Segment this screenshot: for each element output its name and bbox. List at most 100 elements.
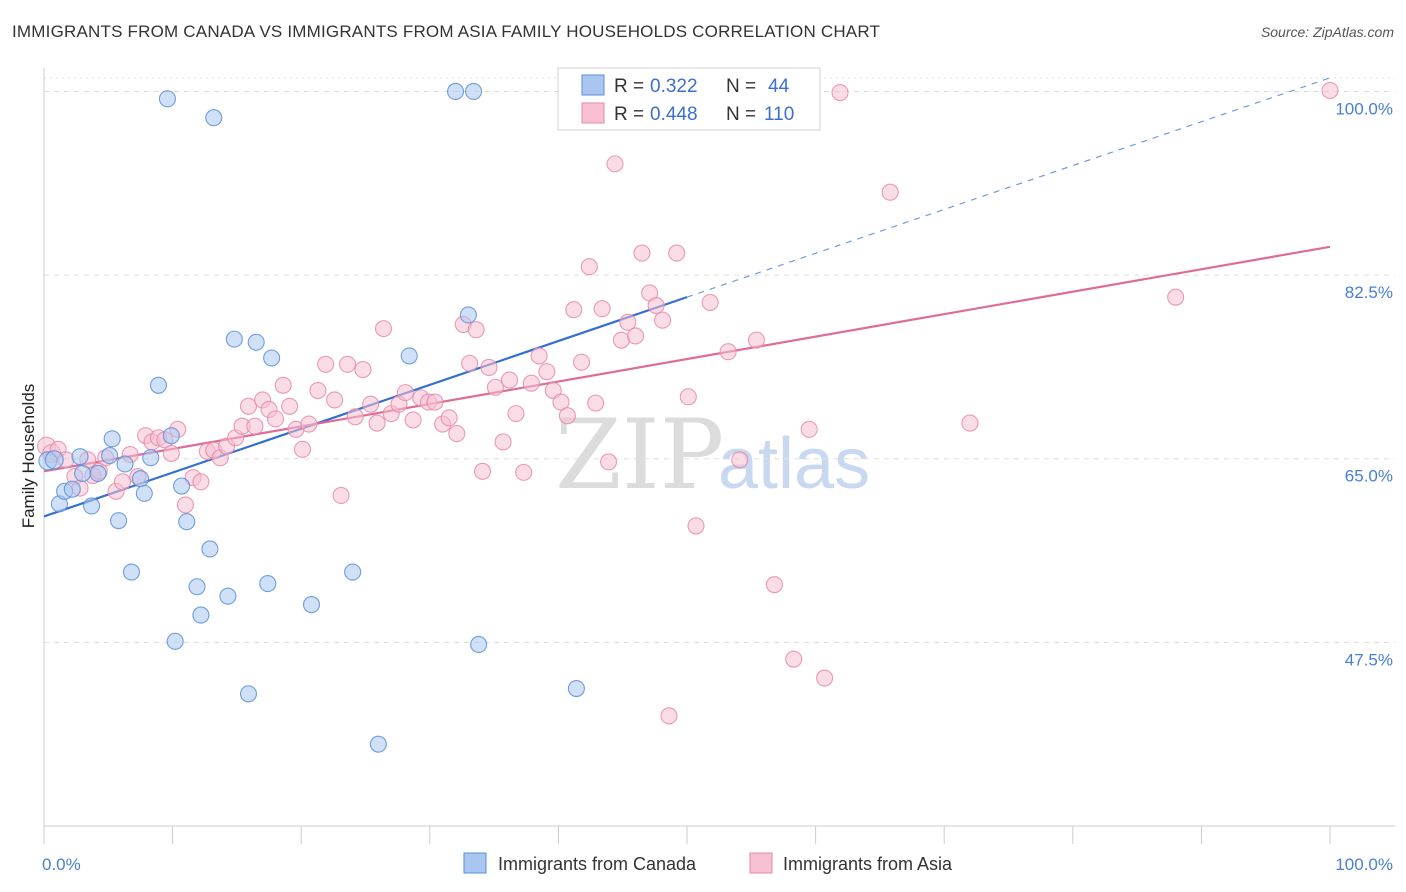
asia-point: [565, 301, 583, 319]
asia-point: [246, 417, 264, 435]
canada-point: [259, 575, 277, 593]
asia-point: [404, 411, 422, 429]
asia-point: [113, 473, 131, 491]
canada-point: [135, 484, 153, 502]
canada-point: [149, 376, 168, 394]
asia-point: [281, 397, 299, 415]
legend-asia-r-value: 0.448: [650, 104, 698, 125]
canada-point: [162, 427, 180, 445]
asia-point: [266, 410, 285, 428]
bottom-legend-canada-label: Immigrants from Canada: [498, 854, 697, 874]
canada-point: [192, 606, 210, 624]
asia-point: [538, 363, 556, 381]
asia-point: [426, 393, 444, 411]
asia-point: [961, 414, 979, 432]
asia-point: [374, 320, 393, 338]
bottom-legend-asia-swatch: [749, 852, 773, 874]
canada-point: [74, 464, 92, 482]
canada-point: [470, 635, 488, 654]
canada-point: [166, 632, 184, 650]
y-tick-label: 82.5%: [1345, 283, 1393, 302]
asia-point: [176, 496, 195, 514]
bottom-legend-asia-label: Immigrants from Asia: [783, 854, 953, 874]
asia-point: [701, 293, 719, 311]
canada-point: [173, 477, 191, 495]
canada-point: [263, 349, 281, 367]
asia-point: [660, 707, 678, 725]
canada-point: [63, 480, 81, 498]
asia-point: [346, 408, 364, 426]
asia-point: [239, 397, 258, 415]
asia-point: [612, 331, 630, 349]
canada-point: [459, 306, 477, 324]
asia-point: [274, 376, 292, 394]
asia-point: [785, 650, 803, 668]
data-points: [37, 81, 1339, 753]
asia-point: [309, 381, 327, 400]
canada-point: [247, 333, 265, 351]
canada-point: [178, 513, 196, 531]
asia-point: [486, 378, 504, 396]
asia-point: [831, 83, 849, 102]
asia-point: [500, 371, 519, 389]
asia-point: [362, 395, 380, 413]
y-axis-title: Family Households: [19, 384, 38, 529]
watermark-zip: ZIP: [555, 399, 724, 511]
bottom-legend-canada-swatch: [463, 852, 487, 874]
asia-point: [467, 321, 485, 339]
legend-canada-n-value: 44: [768, 76, 790, 97]
canada-point: [369, 735, 387, 753]
canada-point: [225, 330, 243, 348]
canada-point: [205, 109, 223, 127]
asia-point: [668, 244, 686, 262]
asia-point: [687, 517, 705, 535]
asia-point: [606, 155, 624, 173]
asia-point: [627, 327, 645, 345]
asia-point: [300, 415, 318, 433]
asia-point: [354, 360, 372, 379]
asia-point: [679, 388, 697, 406]
canada-trend-extension: [686, 77, 1331, 298]
canada-point: [71, 448, 89, 466]
canada-point: [142, 449, 160, 467]
y-tick-label: 65.0%: [1345, 467, 1393, 486]
x-tick-label: 100.0%: [1335, 855, 1393, 874]
bottom-legend: Immigrants from Canada Immigrants from A…: [463, 852, 953, 874]
canada-point: [101, 447, 119, 465]
legend-canada-r-label: R =: [614, 76, 644, 97]
top-legend: R = 0.322 N = 44 R = 0.448 N = 110: [557, 67, 821, 131]
canada-point: [464, 82, 483, 101]
canada-point: [446, 82, 465, 101]
asia-point: [747, 331, 765, 349]
legend-canada-swatch: [581, 74, 605, 96]
asia-point: [558, 407, 576, 425]
asia-point: [507, 405, 525, 423]
asia-point: [522, 374, 540, 392]
asia-point: [440, 409, 458, 427]
asia-point: [461, 354, 479, 372]
tick-labels: 100.0% 82.5% 65.0% 47.5% 0.0% 100.0%: [42, 99, 1393, 874]
asia-point: [731, 451, 749, 469]
asia-point: [619, 313, 637, 331]
asia-point: [633, 244, 651, 262]
asia-point: [480, 358, 498, 376]
legend-asia-r-label: R =: [614, 104, 644, 125]
asia-point: [572, 353, 591, 371]
asia-point: [654, 311, 672, 329]
canada-point: [188, 578, 206, 596]
legend-asia-swatch: [581, 102, 605, 124]
asia-point: [317, 355, 335, 373]
asia-point: [332, 486, 350, 505]
canada-point: [567, 679, 585, 698]
canada-point: [83, 497, 101, 515]
canada-point: [110, 512, 128, 530]
y-tick-label: 100.0%: [1335, 99, 1393, 118]
asia-point: [1321, 81, 1339, 99]
canada-point: [103, 430, 121, 448]
asia-point: [647, 296, 665, 315]
asia-point: [593, 300, 611, 318]
canada-point: [116, 455, 134, 473]
asia-point: [338, 355, 357, 373]
canada-point: [344, 563, 362, 581]
